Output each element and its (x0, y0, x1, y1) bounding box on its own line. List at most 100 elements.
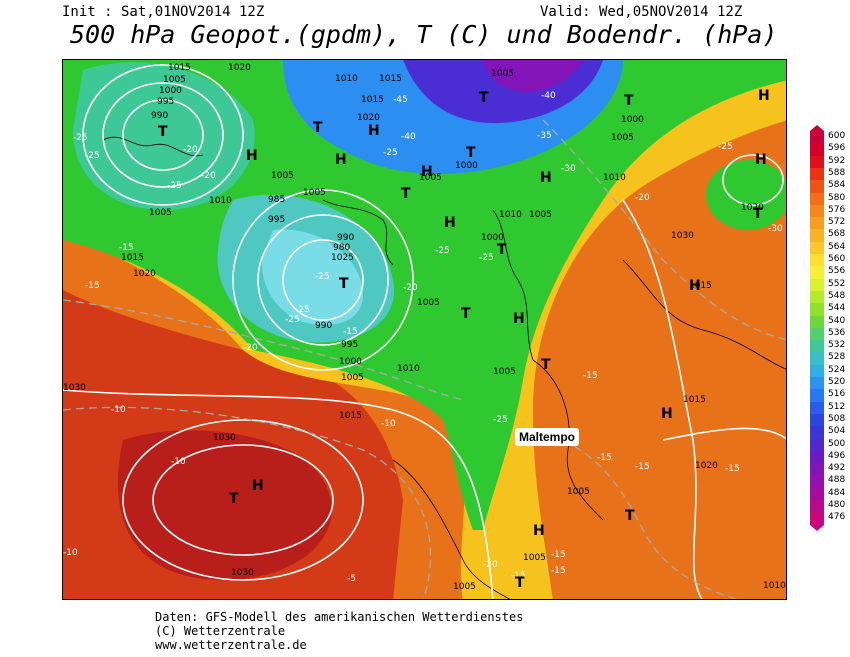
legend-value: 592 (828, 155, 846, 166)
legend-top-cap (810, 125, 824, 131)
pressure-label: 1005 (163, 75, 186, 85)
pressure-label: 1005 (341, 373, 364, 383)
legend-bottom-cap (810, 524, 824, 531)
legend-value: 500 (828, 438, 846, 449)
legend-value: 476 (828, 512, 846, 523)
temperature-label: -15 (551, 550, 566, 560)
low-center: T (466, 145, 476, 161)
pressure-label: 1000 (339, 357, 362, 367)
legend-value: 520 (828, 377, 846, 387)
pressure-label-group: 1015 1005 1000 995 990 1020 1010 1015 10… (63, 63, 786, 592)
pressure-label: 995 (268, 215, 285, 225)
legend-swatch (810, 155, 824, 169)
legend-value: 572 (828, 217, 846, 228)
temperature-label: -25 (435, 246, 450, 256)
legend-value: 524 (828, 364, 846, 375)
chart-title: 500 hPa Geopot.(gpdm), T (C) und Bodendr… (70, 20, 778, 49)
temperature-label: -25 (315, 272, 330, 282)
high-center: H (252, 478, 264, 494)
legend-swatch (810, 340, 824, 353)
high-center: H (444, 215, 456, 231)
legend-swatch (810, 327, 824, 341)
pressure-label: 1005 (611, 133, 634, 143)
legend-swatch (810, 204, 824, 218)
legend-value: 488 (828, 475, 846, 486)
pressure-label: 980 (333, 243, 350, 253)
legend-value: 484 (828, 487, 846, 498)
pressure-label: 1020 (357, 113, 380, 123)
pressure-label: 995 (341, 340, 358, 350)
temperature-label: -25 (73, 133, 88, 143)
low-center: T (753, 206, 763, 222)
low-center: T (541, 357, 551, 373)
legend-value: 588 (828, 167, 846, 178)
legend-swatch (810, 180, 824, 193)
pressure-label: 985 (268, 195, 285, 205)
temperature-label: -15 (343, 327, 358, 337)
green-cutoff (706, 160, 786, 230)
pressure-label: 1000 (481, 233, 504, 243)
pressure-label: 1015 (168, 63, 191, 73)
map-canvas: 1015 1005 1000 995 990 1020 1010 1015 10… (63, 60, 786, 599)
legend-value: 576 (828, 204, 846, 215)
temperature-label: -15 (85, 281, 100, 291)
temperature-label: -45 (393, 95, 408, 105)
temperature-label: -25 (493, 415, 508, 425)
isotherms (63, 119, 786, 599)
high-center: H (246, 148, 258, 164)
legend-value: 544 (828, 303, 846, 314)
high-center: H (689, 278, 701, 294)
pressure-label: 1005 (491, 69, 514, 79)
low-center: T (625, 508, 635, 524)
legend-swatch (810, 143, 824, 157)
pressure-label: 1010 (209, 196, 232, 206)
legend-value: 512 (828, 401, 846, 412)
temperature-label: -25 (479, 253, 494, 263)
temperature-label: -15 (511, 571, 526, 581)
legend-value: 508 (828, 413, 846, 424)
legend-swatch (810, 167, 824, 181)
temperature-label: -25 (295, 305, 310, 315)
low-center: T (515, 575, 525, 591)
footer-credits: Daten: GFS-Modell des amerikanischen Wet… (155, 610, 523, 652)
pressure-label: 1030 (231, 568, 254, 578)
pressure-label: 1010 (335, 74, 358, 84)
legend-value: 564 (828, 241, 846, 252)
temperature-label: -10 (111, 405, 126, 415)
high-center: H (368, 123, 380, 139)
pressure-label: 1015 (339, 411, 362, 421)
temperature-label: -10 (381, 419, 396, 429)
pressure-label: 1005 (529, 210, 552, 220)
legend-swatch (810, 413, 824, 427)
pressure-label: 1000 (621, 115, 644, 125)
pressure-label: 1005 (271, 171, 294, 181)
temperature-label: -20 (403, 283, 418, 293)
pressure-label: 1025 (331, 253, 354, 263)
high-center: H (755, 152, 767, 168)
temperature-label: -15 (635, 462, 650, 472)
legend-value: 584 (828, 180, 846, 191)
high-center: H (533, 523, 545, 539)
pressure-label: 1005 (419, 173, 442, 183)
legend-value: 556 (828, 266, 846, 277)
pressure-label: 1005 (303, 188, 326, 198)
legend-value: 548 (828, 290, 846, 301)
pressure-label: 1000 (455, 161, 478, 171)
legend-value: 528 (828, 352, 846, 363)
legend-value: 536 (828, 327, 846, 338)
legend-swatch (810, 500, 824, 513)
legend-swatch (810, 303, 824, 316)
legend-swatch (810, 487, 824, 501)
legend-swatch (810, 192, 824, 206)
legend-value: 552 (828, 278, 846, 289)
legend-value: 540 (828, 315, 846, 326)
temperature-label: -15 (725, 464, 740, 474)
pressure-label: 1005 (523, 553, 546, 563)
footer-copyright: (C) Wetterzentrale (155, 624, 286, 638)
legend-swatch (810, 229, 824, 243)
low-center: T (461, 306, 471, 322)
legend-swatch (810, 131, 824, 144)
legend-swatch (810, 438, 824, 452)
pressure-center-group: T H T H H T T T H H H T H H T T T T H T … (158, 88, 770, 591)
legend-swatch (810, 364, 824, 378)
